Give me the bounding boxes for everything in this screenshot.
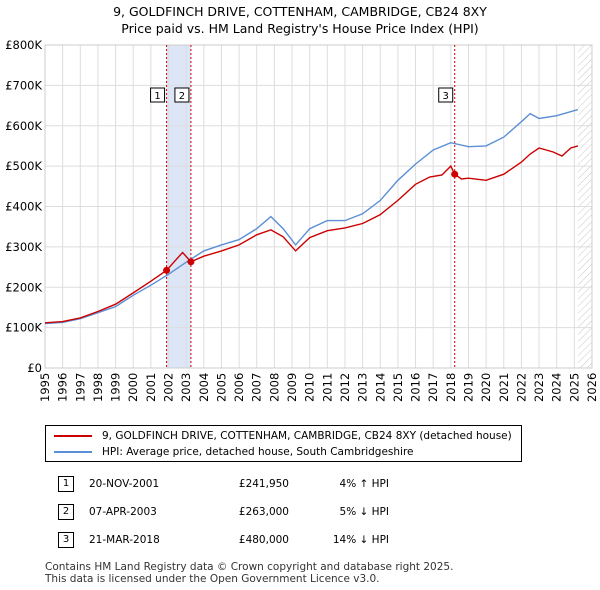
x-tick-label-13: 2008	[267, 373, 281, 402]
x-tick-label-10: 2005	[214, 373, 228, 402]
y-tick-label-1: £100K	[5, 321, 42, 335]
legend-hpi-swatch	[54, 451, 92, 453]
sales-table: 1 20-NOV-2001 £241,950 4% ↑ HPI 2 07-APR-2003…	[43, 470, 389, 554]
sale-price: £263,000	[238, 506, 289, 518]
sale-price: £480,000	[238, 534, 289, 546]
x-tick-label-26: 2021	[497, 373, 511, 402]
sale-point-3	[451, 170, 459, 178]
sales-row: 1 20-NOV-2001 £241,950 4% ↑ HPI	[43, 470, 389, 498]
chart-title: 9, GOLDFINCH DRIVE, COTTENHAM, CAMBRIDGE…	[113, 4, 487, 19]
legend-price-swatch	[54, 435, 92, 437]
x-tick-label-21: 2016	[409, 373, 423, 402]
x-tick-label-3: 1998	[91, 373, 105, 402]
sale-date: 20-NOV-2001	[89, 478, 160, 490]
sale-point-2	[187, 258, 195, 266]
y-tick-label-7: £700K	[5, 78, 42, 92]
x-tick-label-16: 2011	[320, 373, 334, 402]
x-tick-label-4: 1999	[109, 373, 123, 402]
legend-price-label: 9, GOLDFINCH DRIVE, COTTENHAM, CAMBRIDGE…	[102, 430, 512, 442]
sale-number-badge: 1	[58, 476, 74, 492]
x-tick-label-24: 2019	[461, 373, 475, 402]
sale-date: 07-APR-2003	[89, 506, 157, 518]
x-tick-label-0: 1995	[38, 373, 52, 402]
x-tick-label-19: 2014	[373, 373, 387, 402]
x-tick-label-29: 2024	[550, 373, 564, 402]
x-tick-label-7: 2002	[162, 373, 176, 402]
x-tick-label-14: 2009	[285, 373, 299, 402]
y-tick-label-0: £0	[27, 361, 42, 375]
x-tick-label-25: 2020	[479, 373, 493, 402]
sales-row: 3 21-MAR-2018 £480,000 14% ↓ HPI	[43, 526, 389, 554]
x-tick-label-9: 2004	[197, 373, 211, 402]
x-tick-label-11: 2006	[232, 373, 246, 402]
plot-frame	[44, 44, 593, 369]
legend: 9, GOLDFINCH DRIVE, COTTENHAM, CAMBRIDGE…	[45, 425, 522, 462]
x-tick-label-31: 2026	[585, 373, 599, 402]
legend-item-price: 9, GOLDFINCH DRIVE, COTTENHAM, CAMBRIDGE…	[54, 429, 512, 443]
price-chart: £0 £100K £200K £300K £400K £500K £600K £700K £80…	[5, 38, 599, 402]
footer-licence: This data is licensed under the Open Gov…	[45, 573, 380, 585]
x-tick-label-17: 2012	[338, 373, 352, 402]
sale-price: £241,950	[238, 478, 289, 490]
footer-copyright: Contains HM Land Registry data © Crown c…	[45, 561, 454, 573]
legend-hpi-label: HPI: Average price, detached house, Sout…	[102, 446, 414, 458]
x-tick-label-15: 2010	[303, 373, 317, 402]
chart-subtitle: Price paid vs. HM Land Registry's House …	[121, 21, 479, 36]
x-tick-label-30: 2025	[567, 373, 581, 402]
x-tick-label-18: 2013	[356, 373, 370, 402]
sale-point-1	[163, 266, 171, 274]
x-tick-label-28: 2023	[532, 373, 546, 402]
sale-box-label-1: 1	[154, 91, 160, 102]
sales-row: 2 07-APR-2003 £263,000 5% ↓ HPI	[43, 498, 389, 526]
sale-hpi-diff: 14% ↓ HPI	[332, 534, 389, 546]
y-tick-label-8: £800K	[5, 38, 42, 52]
sale-box-label-2: 2	[179, 91, 185, 102]
x-tick-label-23: 2018	[444, 373, 458, 402]
sale-box-2	[174, 87, 190, 103]
sale-number-badge: 2	[58, 504, 74, 520]
y-tick-label-4: £400K	[5, 200, 42, 214]
y-tick-label-3: £300K	[5, 240, 42, 254]
x-tick-label-22: 2017	[426, 373, 440, 402]
hpi-line	[44, 108, 579, 325]
x-tick-label-12: 2007	[250, 373, 264, 402]
y-tick-label-2: £200K	[5, 280, 42, 294]
x-tick-label-6: 2001	[144, 373, 158, 402]
sale-box-1	[150, 87, 166, 103]
x-tick-label-2: 1997	[73, 373, 87, 402]
price-paid-line	[44, 145, 579, 324]
x-tick-label-8: 2003	[179, 373, 193, 402]
sale-box-3	[438, 87, 454, 103]
sale-hpi-diff: 5% ↓ HPI	[339, 506, 389, 518]
sale-hpi-diff: 4% ↑ HPI	[339, 478, 389, 490]
x-tick-label-5: 2000	[126, 373, 140, 402]
y-tick-label-5: £500K	[5, 159, 42, 173]
x-tick-label-1: 1996	[56, 373, 70, 402]
x-tick-label-27: 2022	[514, 373, 528, 402]
sale-date: 21-MAR-2018	[89, 534, 160, 546]
y-tick-label-6: £600K	[5, 119, 42, 133]
legend-item-hpi: HPI: Average price, detached house, Sout…	[54, 445, 414, 459]
x-tick-label-20: 2015	[391, 373, 405, 402]
sale-box-label-3: 3	[443, 91, 449, 102]
sale-number-badge: 3	[58, 532, 74, 548]
